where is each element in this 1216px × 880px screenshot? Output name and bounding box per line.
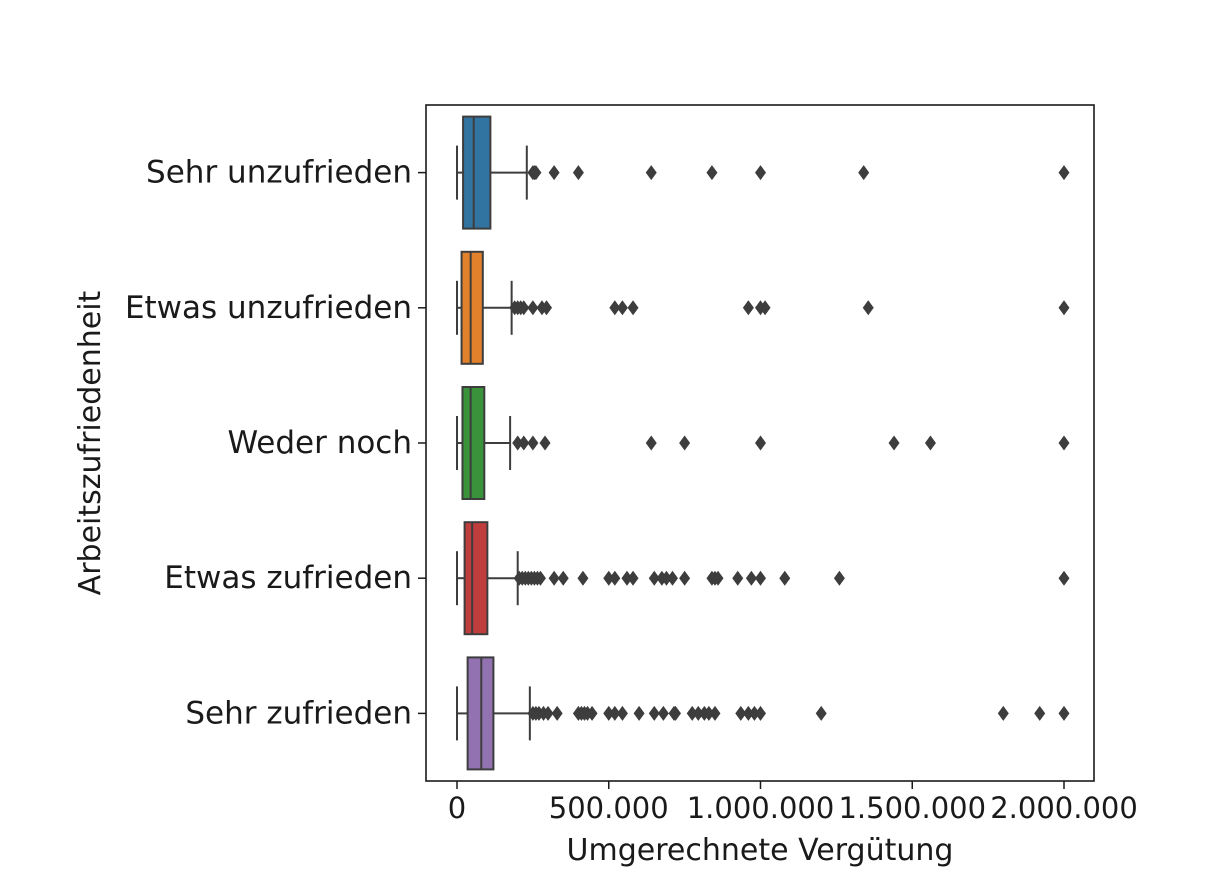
y-axis-label: Arbeitszufriedenheit — [73, 290, 108, 595]
outlier-point — [745, 570, 757, 586]
outlier-point — [670, 705, 682, 721]
outlier-point — [609, 705, 621, 721]
x-tick-label: 0 — [448, 791, 466, 825]
outlier-point — [512, 435, 524, 451]
box-group — [456, 115, 1070, 230]
axis-layer: Sehr unzufrieden Etwas unzufrieden Weder n… — [125, 155, 1138, 825]
outlier-point — [712, 570, 724, 586]
iqr-box — [462, 115, 492, 230]
outlier-point — [888, 435, 900, 451]
x-tick-label: 1.000.000 — [687, 791, 835, 825]
y-tick-label: Etwas zufrieden — [164, 560, 412, 596]
outlier-point — [527, 300, 539, 316]
outlier-point — [709, 705, 721, 721]
outlier-point — [541, 300, 553, 316]
outlier-point — [1058, 435, 1070, 451]
y-tick-label: Sehr zufrieden — [185, 695, 412, 731]
iqr-box — [460, 250, 484, 365]
outlier-point — [603, 705, 615, 721]
y-tick-label: Etwas unzufrieden — [125, 290, 412, 326]
outlier-point — [686, 705, 698, 721]
outlier-point — [548, 570, 560, 586]
y-tick-label: Weder noch — [227, 425, 412, 461]
iqr-box — [461, 386, 486, 500]
outlier-point — [759, 300, 771, 316]
outlier-point — [627, 570, 639, 586]
y-tick-label: Sehr unzufrieden — [146, 155, 412, 191]
outlier-point — [660, 570, 672, 586]
outlier-point — [1058, 300, 1070, 316]
outlier-point — [692, 705, 704, 721]
iqr-box — [463, 521, 489, 636]
plot-layer — [456, 115, 1070, 771]
outlier-point — [1034, 705, 1046, 721]
outlier-point — [645, 165, 657, 181]
outlier-point — [1058, 165, 1070, 181]
outlier-point — [621, 570, 633, 586]
outlier-point — [779, 570, 791, 586]
outlier-point — [616, 300, 628, 316]
outlier-point — [862, 300, 874, 316]
outlier-point — [1058, 705, 1070, 721]
outlier-point — [735, 705, 747, 721]
outlier-point — [539, 435, 551, 451]
outlier-point — [603, 570, 615, 586]
box-group — [456, 656, 1070, 771]
outlier-point — [518, 300, 530, 316]
outlier-point — [703, 705, 715, 721]
outlier-point — [609, 300, 621, 316]
outlier-point — [657, 705, 669, 721]
outlier-point — [577, 570, 589, 586]
box-group — [456, 250, 1070, 365]
box-group — [456, 386, 1070, 500]
outlier-point — [679, 570, 691, 586]
outlier-point — [534, 570, 546, 586]
outlier-point — [755, 705, 766, 721]
outlier-point — [645, 435, 657, 451]
outlier-point — [742, 300, 754, 316]
outlier-point — [518, 435, 530, 451]
outlier-point — [557, 570, 569, 586]
x-axis-label: Umgerechnete Vergütung — [567, 833, 954, 868]
outlier-point — [572, 165, 584, 181]
outlier-point — [997, 705, 1009, 721]
outlier-point — [924, 435, 936, 451]
box-group — [456, 521, 1070, 636]
outlier-point — [530, 165, 542, 181]
outlier-point — [706, 165, 718, 181]
outlier-point — [527, 435, 539, 451]
outlier-point — [609, 570, 621, 586]
outlier-point — [616, 705, 628, 721]
outlier-point — [586, 705, 598, 721]
outlier-point — [548, 165, 560, 181]
outlier-point — [542, 705, 554, 721]
outlier-point — [858, 165, 870, 181]
outlier-point — [833, 570, 845, 586]
outlier-point — [648, 570, 660, 586]
outlier-point — [755, 165, 766, 181]
outlier-point — [755, 435, 766, 451]
x-tick-label: 2.000.000 — [990, 791, 1138, 825]
outlier-point — [666, 570, 678, 586]
outlier-point — [732, 570, 744, 586]
outlier-point — [551, 705, 563, 721]
outlier-point — [648, 705, 660, 721]
outlier-point — [627, 300, 639, 316]
x-tick-label: 1.500.000 — [838, 791, 986, 825]
outlier-point — [755, 570, 766, 586]
outlier-point — [1058, 570, 1070, 586]
outlier-point — [633, 705, 645, 721]
outlier-point — [742, 705, 754, 721]
x-tick-label: 500.000 — [549, 791, 669, 825]
outlier-point — [748, 705, 760, 721]
outlier-point — [679, 435, 691, 451]
outlier-point — [815, 705, 827, 721]
